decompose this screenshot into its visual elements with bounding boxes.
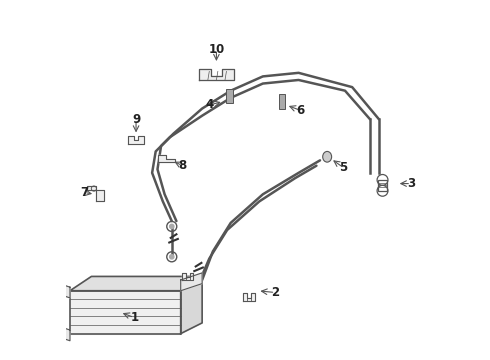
Text: 7: 7 (80, 186, 88, 199)
Polygon shape (70, 291, 181, 334)
Polygon shape (181, 273, 202, 291)
Polygon shape (243, 293, 255, 301)
Text: 5: 5 (339, 161, 347, 174)
Text: 4: 4 (205, 99, 214, 112)
Polygon shape (182, 273, 193, 280)
Circle shape (170, 255, 174, 259)
Ellipse shape (323, 152, 332, 162)
Text: 10: 10 (208, 43, 224, 56)
Polygon shape (88, 186, 104, 202)
Polygon shape (158, 155, 175, 162)
Text: 6: 6 (296, 104, 304, 117)
Text: 8: 8 (178, 159, 187, 172)
Bar (378, 180, 387, 191)
Polygon shape (59, 327, 70, 341)
Text: 2: 2 (271, 286, 279, 299)
Bar (226, 89, 233, 103)
Bar (279, 94, 285, 109)
Polygon shape (128, 136, 144, 144)
Text: 3: 3 (407, 177, 415, 190)
Circle shape (170, 224, 174, 229)
Text: 1: 1 (130, 311, 138, 324)
Polygon shape (181, 276, 202, 334)
Polygon shape (199, 68, 234, 80)
Polygon shape (59, 284, 70, 298)
Text: 9: 9 (132, 113, 140, 126)
Polygon shape (70, 276, 202, 291)
